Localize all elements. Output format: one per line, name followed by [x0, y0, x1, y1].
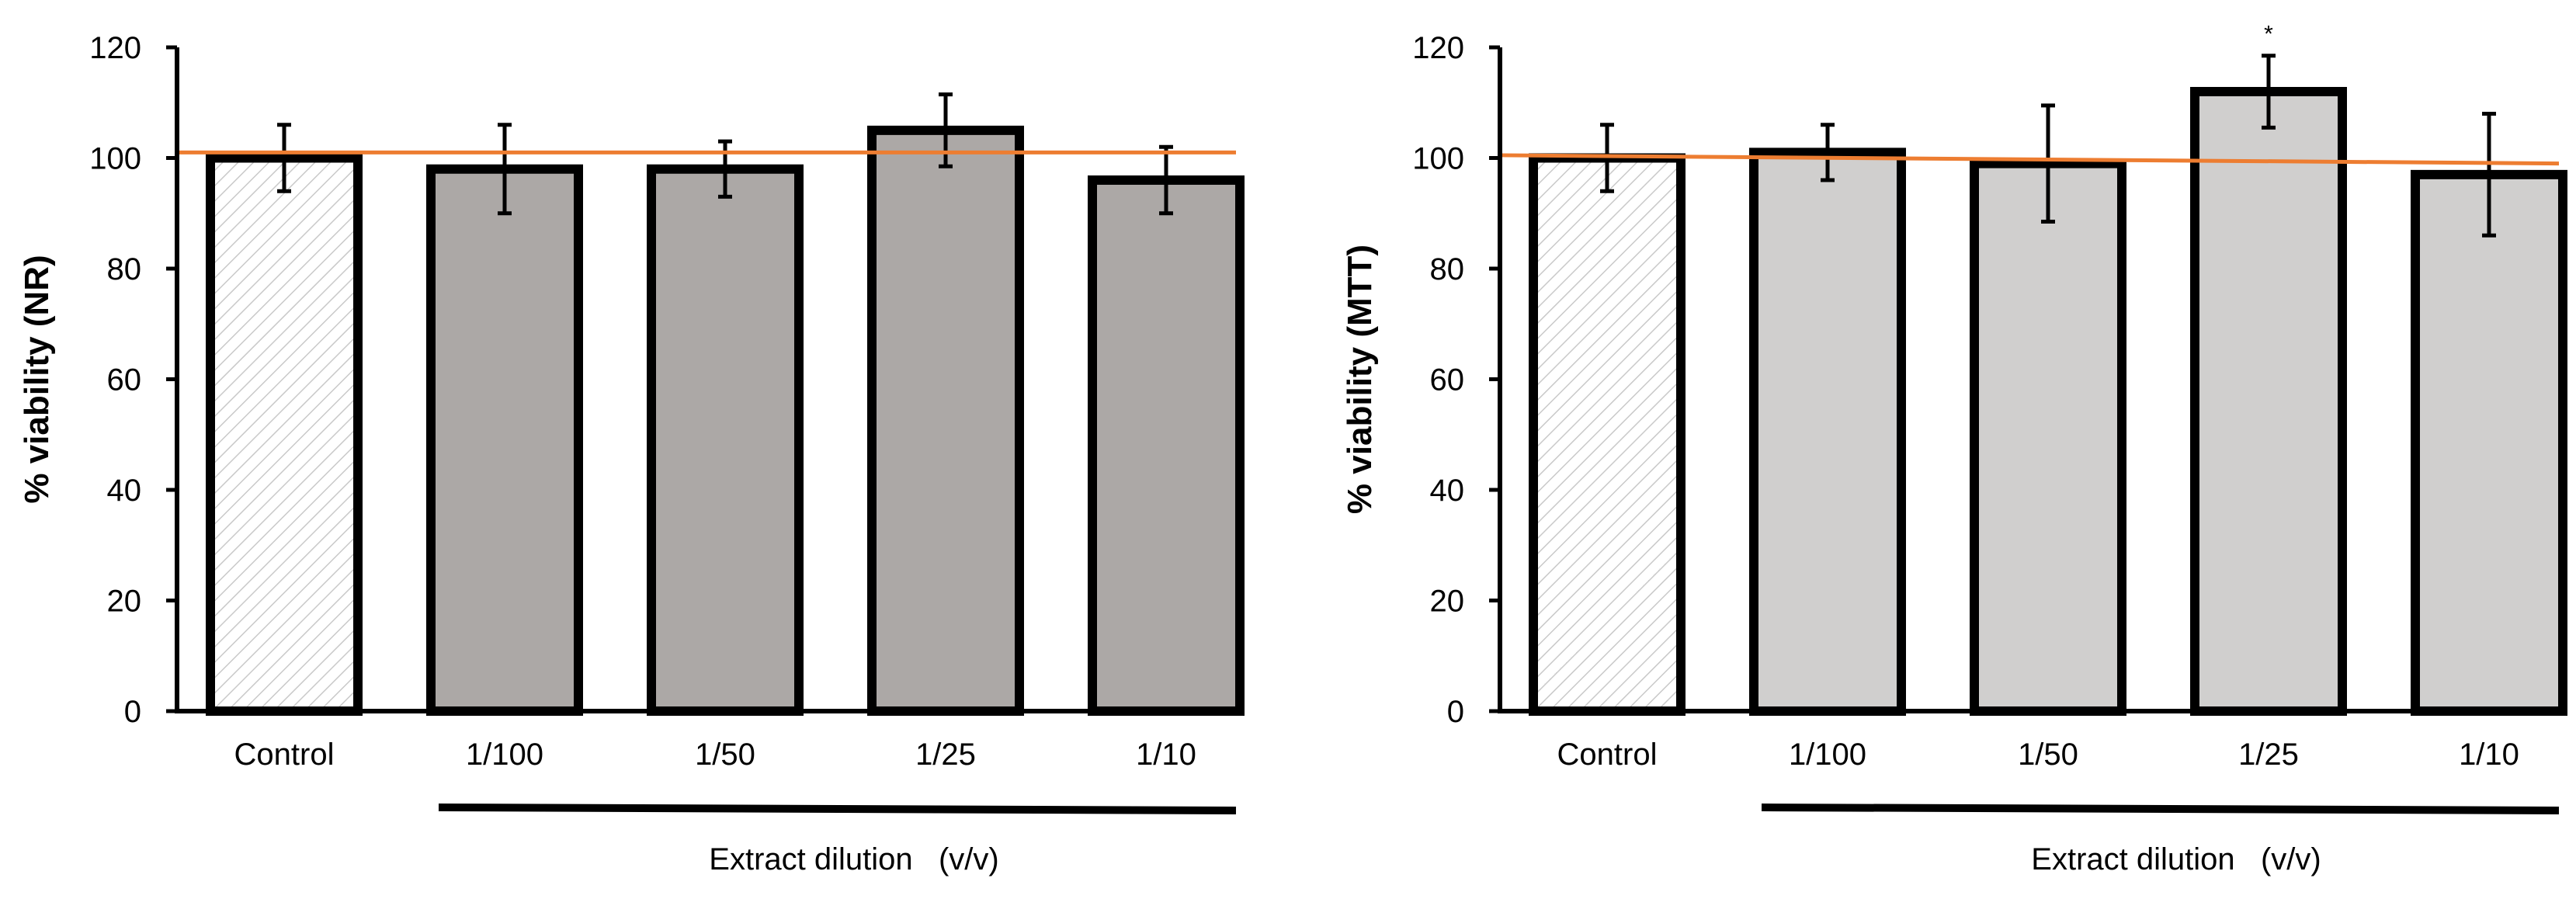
- bar-1-100: [1749, 148, 1906, 716]
- x-tick-label: 1/25: [2238, 738, 2299, 772]
- x-tick-label: 1/100: [1789, 738, 1866, 772]
- y-tick-label: 0: [1447, 695, 1464, 729]
- y-tick-label: 80: [1430, 252, 1465, 286]
- y-tick-label: 80: [107, 252, 142, 286]
- y-tick-label: 60: [107, 363, 142, 397]
- y-tick-label: 100: [1412, 142, 1464, 176]
- y-tick-label: 120: [89, 31, 141, 65]
- x-tick-label: Control: [1557, 738, 1658, 772]
- bar-1-50: [647, 164, 804, 716]
- bar-1-50: [1970, 158, 2126, 716]
- reference-line: [1499, 153, 2560, 166]
- bar-1-10: [1088, 175, 1245, 716]
- x-axis-label: Extract dilution (v/v): [2031, 842, 2321, 876]
- bar-1-25: [2190, 87, 2347, 716]
- x-axis-label: Extract dilution (v/v): [709, 842, 998, 876]
- y-tick-label: 0: [124, 695, 141, 729]
- chart-panel-mtt: * 0 20 40 60 80 100 120 Control 1/100 1/50 1/25 1/10…: [1341, 22, 2567, 876]
- y-tick-label: 40: [1430, 474, 1465, 508]
- x-tick-label: 1/50: [695, 738, 755, 772]
- dilution-group-line: [438, 804, 1237, 814]
- y-tick-label: 120: [1412, 31, 1464, 65]
- y-axis-label: % viability (NR): [18, 255, 56, 503]
- y-tick-label: 20: [107, 585, 142, 619]
- x-tick-label: 1/100: [466, 738, 543, 772]
- x-tick-label: 1/25: [915, 738, 976, 772]
- y-tick-label: 20: [1430, 585, 1465, 619]
- bar-control: [1529, 153, 1686, 716]
- bar-1-25: [867, 125, 1024, 716]
- chart-panel-nr: 0 20 40 60 80 100 120 Control 1/100 1/50 1/25 1/10 E…: [18, 31, 1245, 876]
- y-axis-label: % viability (MTT): [1341, 245, 1379, 514]
- bar-1-100: [426, 164, 583, 716]
- x-tick-label: 1/10: [1136, 738, 1196, 772]
- y-tick-label: 40: [107, 474, 142, 508]
- bar-control: [206, 153, 363, 716]
- significance-marker: *: [2264, 22, 2273, 47]
- x-tick-label: Control: [234, 738, 335, 772]
- bar-1-10: [2411, 169, 2567, 716]
- y-tick-label: 60: [1430, 363, 1465, 397]
- y-tick-label: 100: [89, 142, 141, 176]
- x-tick-label: 1/50: [2018, 738, 2078, 772]
- x-tick-label: 1/10: [2459, 738, 2519, 772]
- dilution-group-line: [1761, 804, 2560, 814]
